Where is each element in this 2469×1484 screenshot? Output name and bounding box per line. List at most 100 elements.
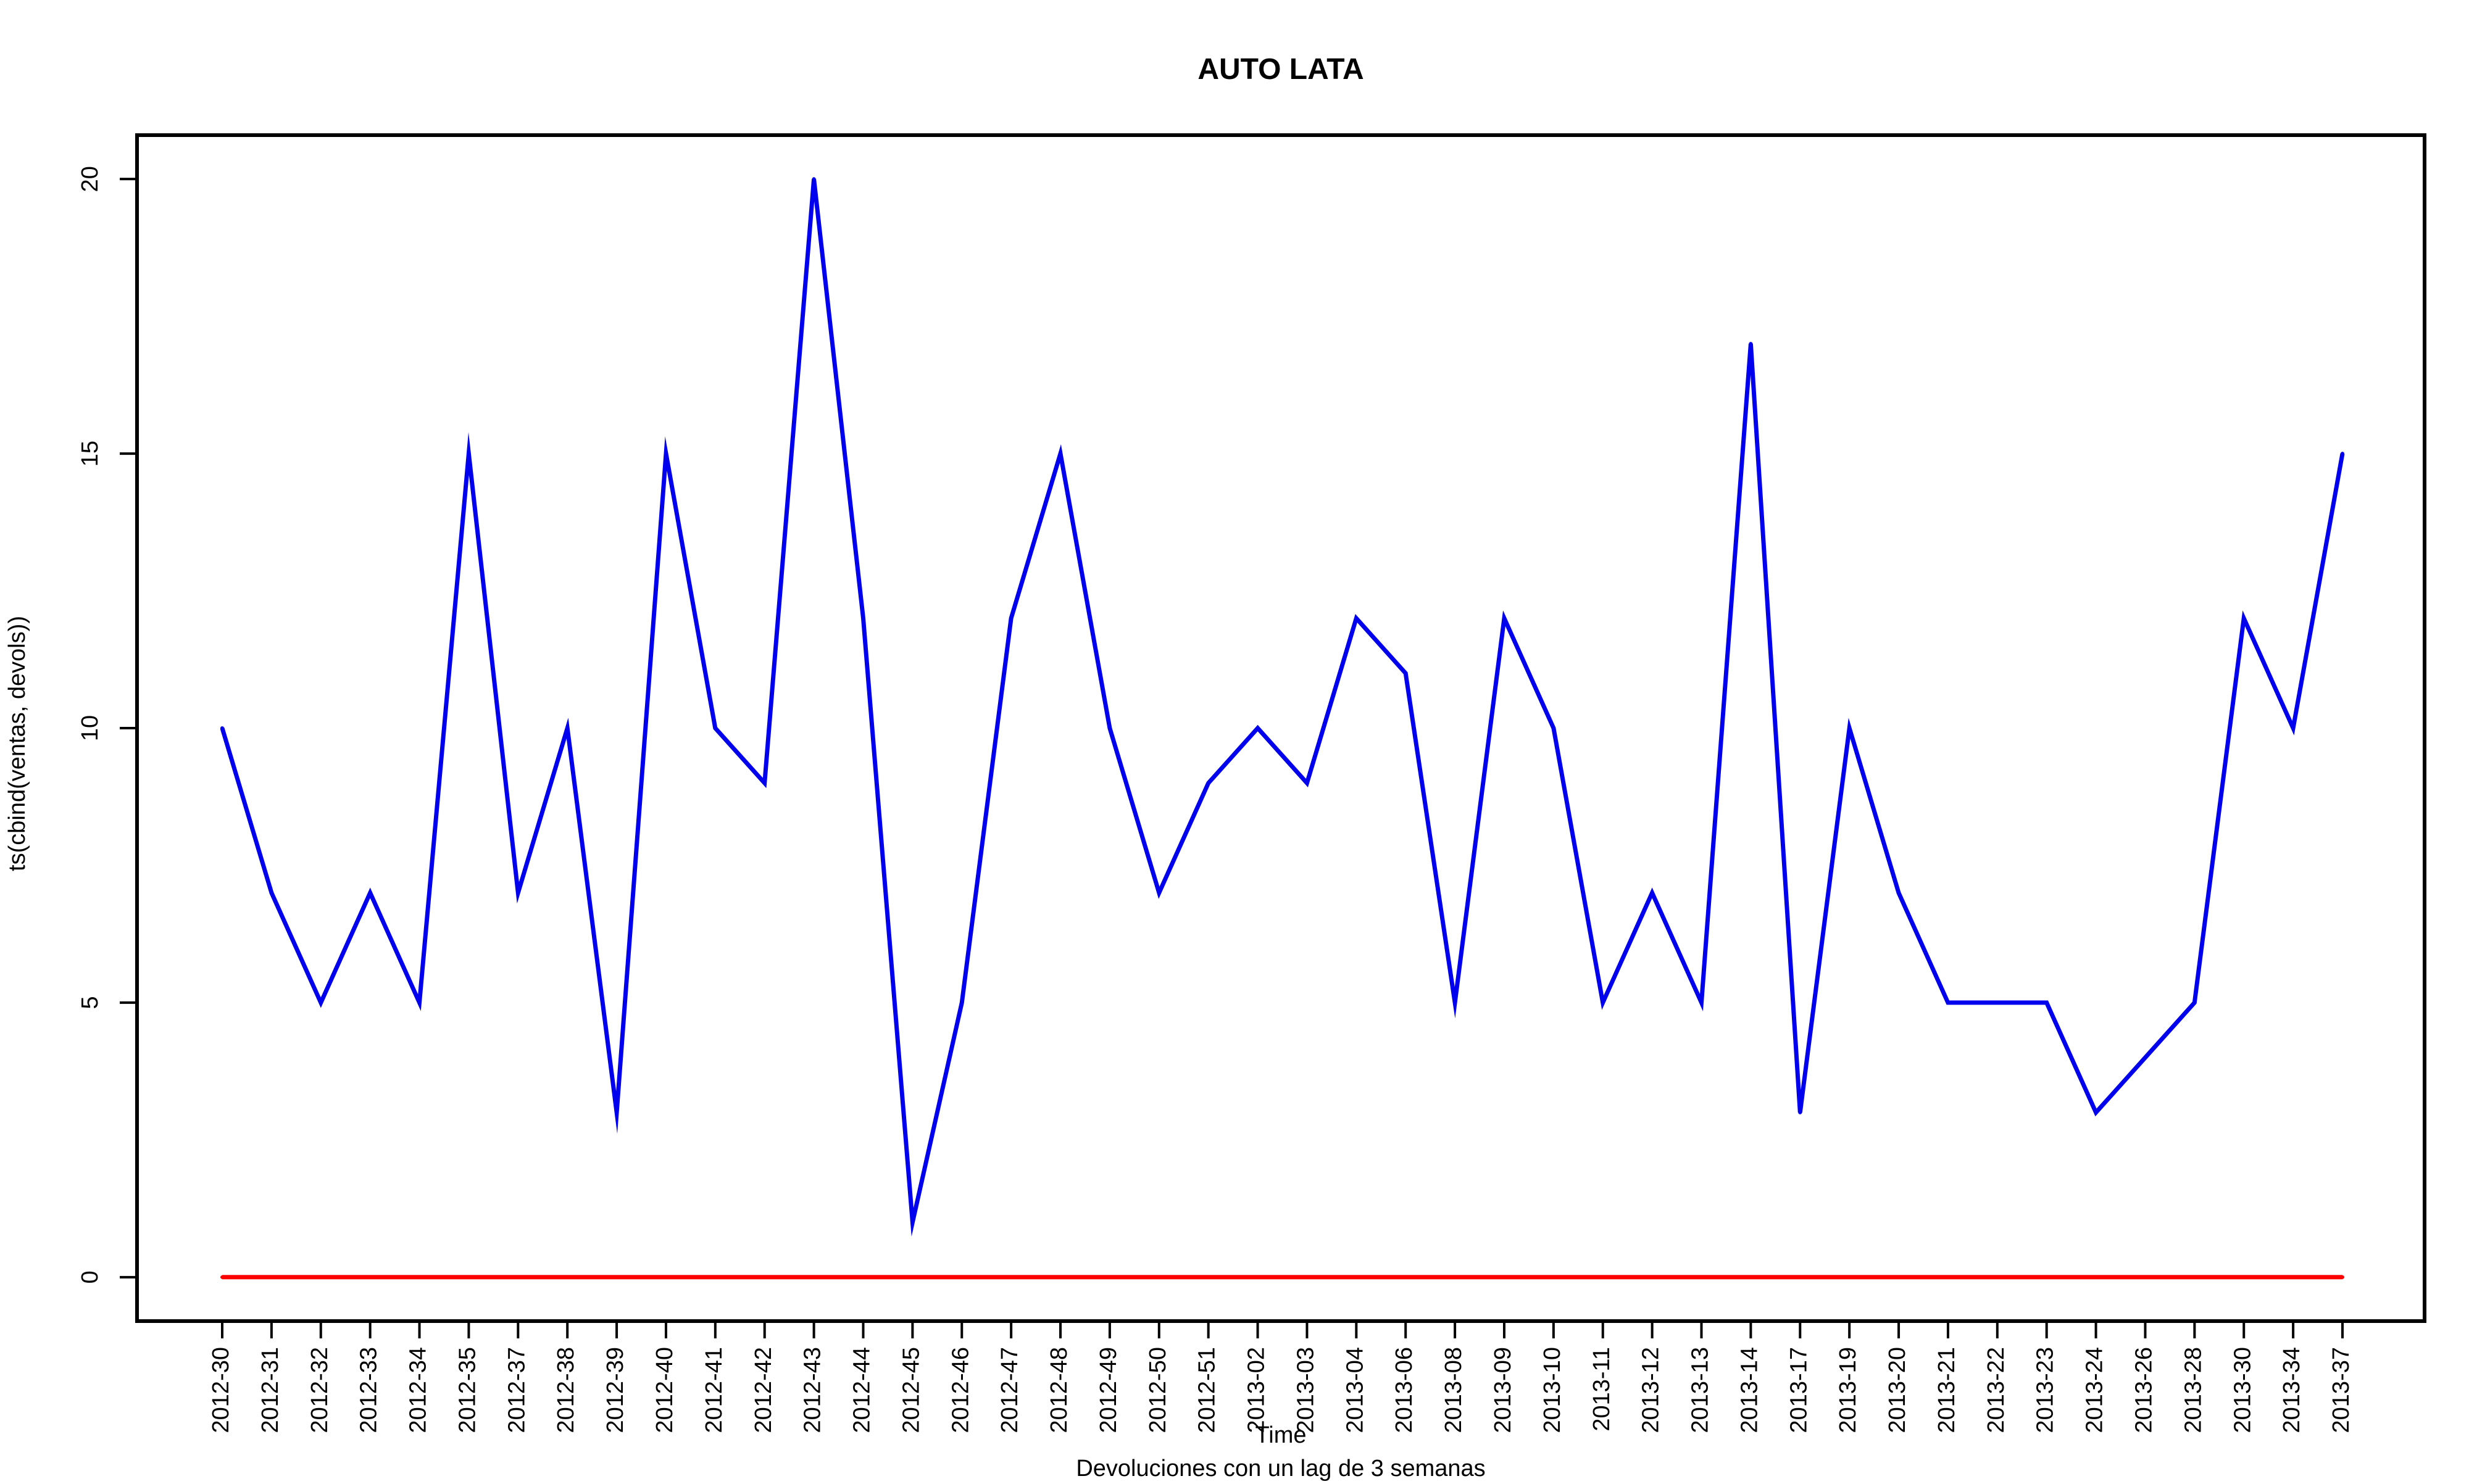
x-tick-label: 2013-11: [1589, 1347, 1615, 1432]
x-tick-label: 2013-10: [1539, 1347, 1565, 1433]
series-0-point: [762, 781, 767, 785]
x-tick-label: 2013-22: [1983, 1347, 2009, 1433]
y-tick-label: 0: [77, 1271, 103, 1283]
x-tick-label: 2013-30: [2230, 1347, 2255, 1433]
series-0-point: [2094, 1110, 2098, 1114]
x-tick-label: 2012-35: [454, 1347, 480, 1433]
series-1-point: [1847, 1275, 1852, 1279]
series-1-point: [2341, 1275, 2344, 1279]
series-1-point: [2192, 1275, 2197, 1279]
y-tick-label: 15: [77, 441, 103, 466]
x-tick-label: 2012-45: [898, 1347, 924, 1433]
x-tick-label: 2012-40: [652, 1347, 678, 1433]
series-0-point: [269, 890, 273, 895]
series-0-point: [713, 726, 717, 730]
y-axis-label: ts(cbind(ventas, devols)): [4, 616, 30, 871]
x-tick-label: 2013-17: [1786, 1347, 1812, 1433]
series-1-point: [664, 1275, 668, 1279]
y-tick-label: 10: [77, 715, 103, 741]
series-1-point: [2094, 1275, 2098, 1279]
series-1-point: [960, 1275, 964, 1279]
x-tick-label: 2013-09: [1490, 1347, 1516, 1433]
series-0-point: [2291, 726, 2296, 730]
y-tick-label: 5: [77, 996, 103, 1009]
series-1-point: [1255, 1275, 1260, 1279]
series-1-point: [2044, 1275, 2049, 1279]
x-tick-label: 2012-38: [553, 1347, 579, 1433]
series-0-point: [368, 890, 372, 895]
series-1-point: [713, 1275, 717, 1279]
x-tick-label: 2013-12: [1638, 1347, 1664, 1433]
series-0-point: [1453, 1000, 1457, 1005]
y-tick-label: 20: [77, 166, 103, 192]
series-1-point: [220, 1275, 224, 1279]
series-0-point: [812, 177, 816, 181]
series-0-point: [1059, 452, 1063, 456]
series-0-point: [1157, 890, 1161, 895]
x-tick-label: 2013-08: [1441, 1347, 1467, 1433]
x-tick-label: 2013-06: [1391, 1347, 1417, 1433]
series-0-point: [2143, 1055, 2147, 1059]
series-1-point: [1502, 1275, 1506, 1279]
series-1-point: [1059, 1275, 1063, 1279]
series-0-point: [1749, 342, 1753, 346]
series-0-point: [319, 1000, 323, 1005]
series-1-point: [2143, 1275, 2147, 1279]
x-tick-label: 2013-23: [2033, 1347, 2059, 1433]
series-1-point: [615, 1275, 619, 1279]
series-0-point: [615, 1110, 619, 1114]
series-0-point: [220, 726, 224, 730]
series-1-point: [1107, 1275, 1112, 1279]
series-0-point: [1206, 781, 1210, 785]
x-tick-label: 2013-21: [1934, 1347, 1960, 1433]
series-1-point: [467, 1275, 471, 1279]
series-1-point: [1157, 1275, 1161, 1279]
x-tick-label: 2013-03: [1293, 1347, 1318, 1433]
series-1-point: [2242, 1275, 2246, 1279]
series-0-point: [1255, 726, 1260, 730]
x-tick-label: 2012-34: [406, 1347, 431, 1433]
chart-title: AUTO LATA: [1197, 53, 1364, 86]
chart-subtitle: Devoluciones con un lag de 3 semanas: [1076, 1456, 1485, 1481]
series-0-point: [1650, 890, 1654, 895]
series-1-point: [1354, 1275, 1359, 1279]
series-1-point: [1601, 1275, 1605, 1279]
plot-frame: [135, 133, 2426, 1323]
series-0-point: [1305, 781, 1309, 785]
series-0-point: [1404, 671, 1408, 676]
series-1-point: [1551, 1275, 1555, 1279]
series-1-point: [1404, 1275, 1408, 1279]
series-1-point: [1946, 1275, 1950, 1279]
series-0-point: [2341, 452, 2344, 456]
x-tick-label: 2013-37: [2328, 1347, 2354, 1433]
series-1-point: [1206, 1275, 1210, 1279]
series-1-point: [910, 1275, 915, 1279]
series-1-point: [1798, 1275, 1802, 1279]
x-tick-label: 2012-31: [257, 1347, 283, 1433]
series-0-point: [960, 1000, 964, 1005]
x-tick-label: 2013-13: [1688, 1347, 1713, 1433]
x-tick-label: 2012-43: [800, 1347, 826, 1433]
series-0-point: [467, 452, 471, 456]
x-tick-label: 2013-26: [2131, 1347, 2157, 1433]
series-1-point: [269, 1275, 273, 1279]
series-1-point: [417, 1275, 422, 1279]
series-1-point: [1650, 1275, 1654, 1279]
series-0-point: [1897, 890, 1901, 895]
x-tick-label: 2013-20: [1884, 1347, 1910, 1433]
x-tick-label: 2012-30: [208, 1347, 234, 1433]
series-0-point: [664, 452, 668, 456]
x-tick-label: 2012-33: [356, 1347, 382, 1433]
series-1-point: [2291, 1275, 2296, 1279]
series-0-point: [861, 616, 865, 621]
x-tick-label: 2013-04: [1342, 1347, 1368, 1433]
series-0-point: [1995, 1000, 1999, 1005]
series-1-point: [1305, 1275, 1309, 1279]
x-tick-label: 2012-42: [751, 1347, 777, 1433]
series-0-point: [565, 726, 570, 730]
series-1-point: [1009, 1275, 1014, 1279]
series-0-point: [1107, 726, 1112, 730]
series-0-point: [2242, 616, 2246, 621]
